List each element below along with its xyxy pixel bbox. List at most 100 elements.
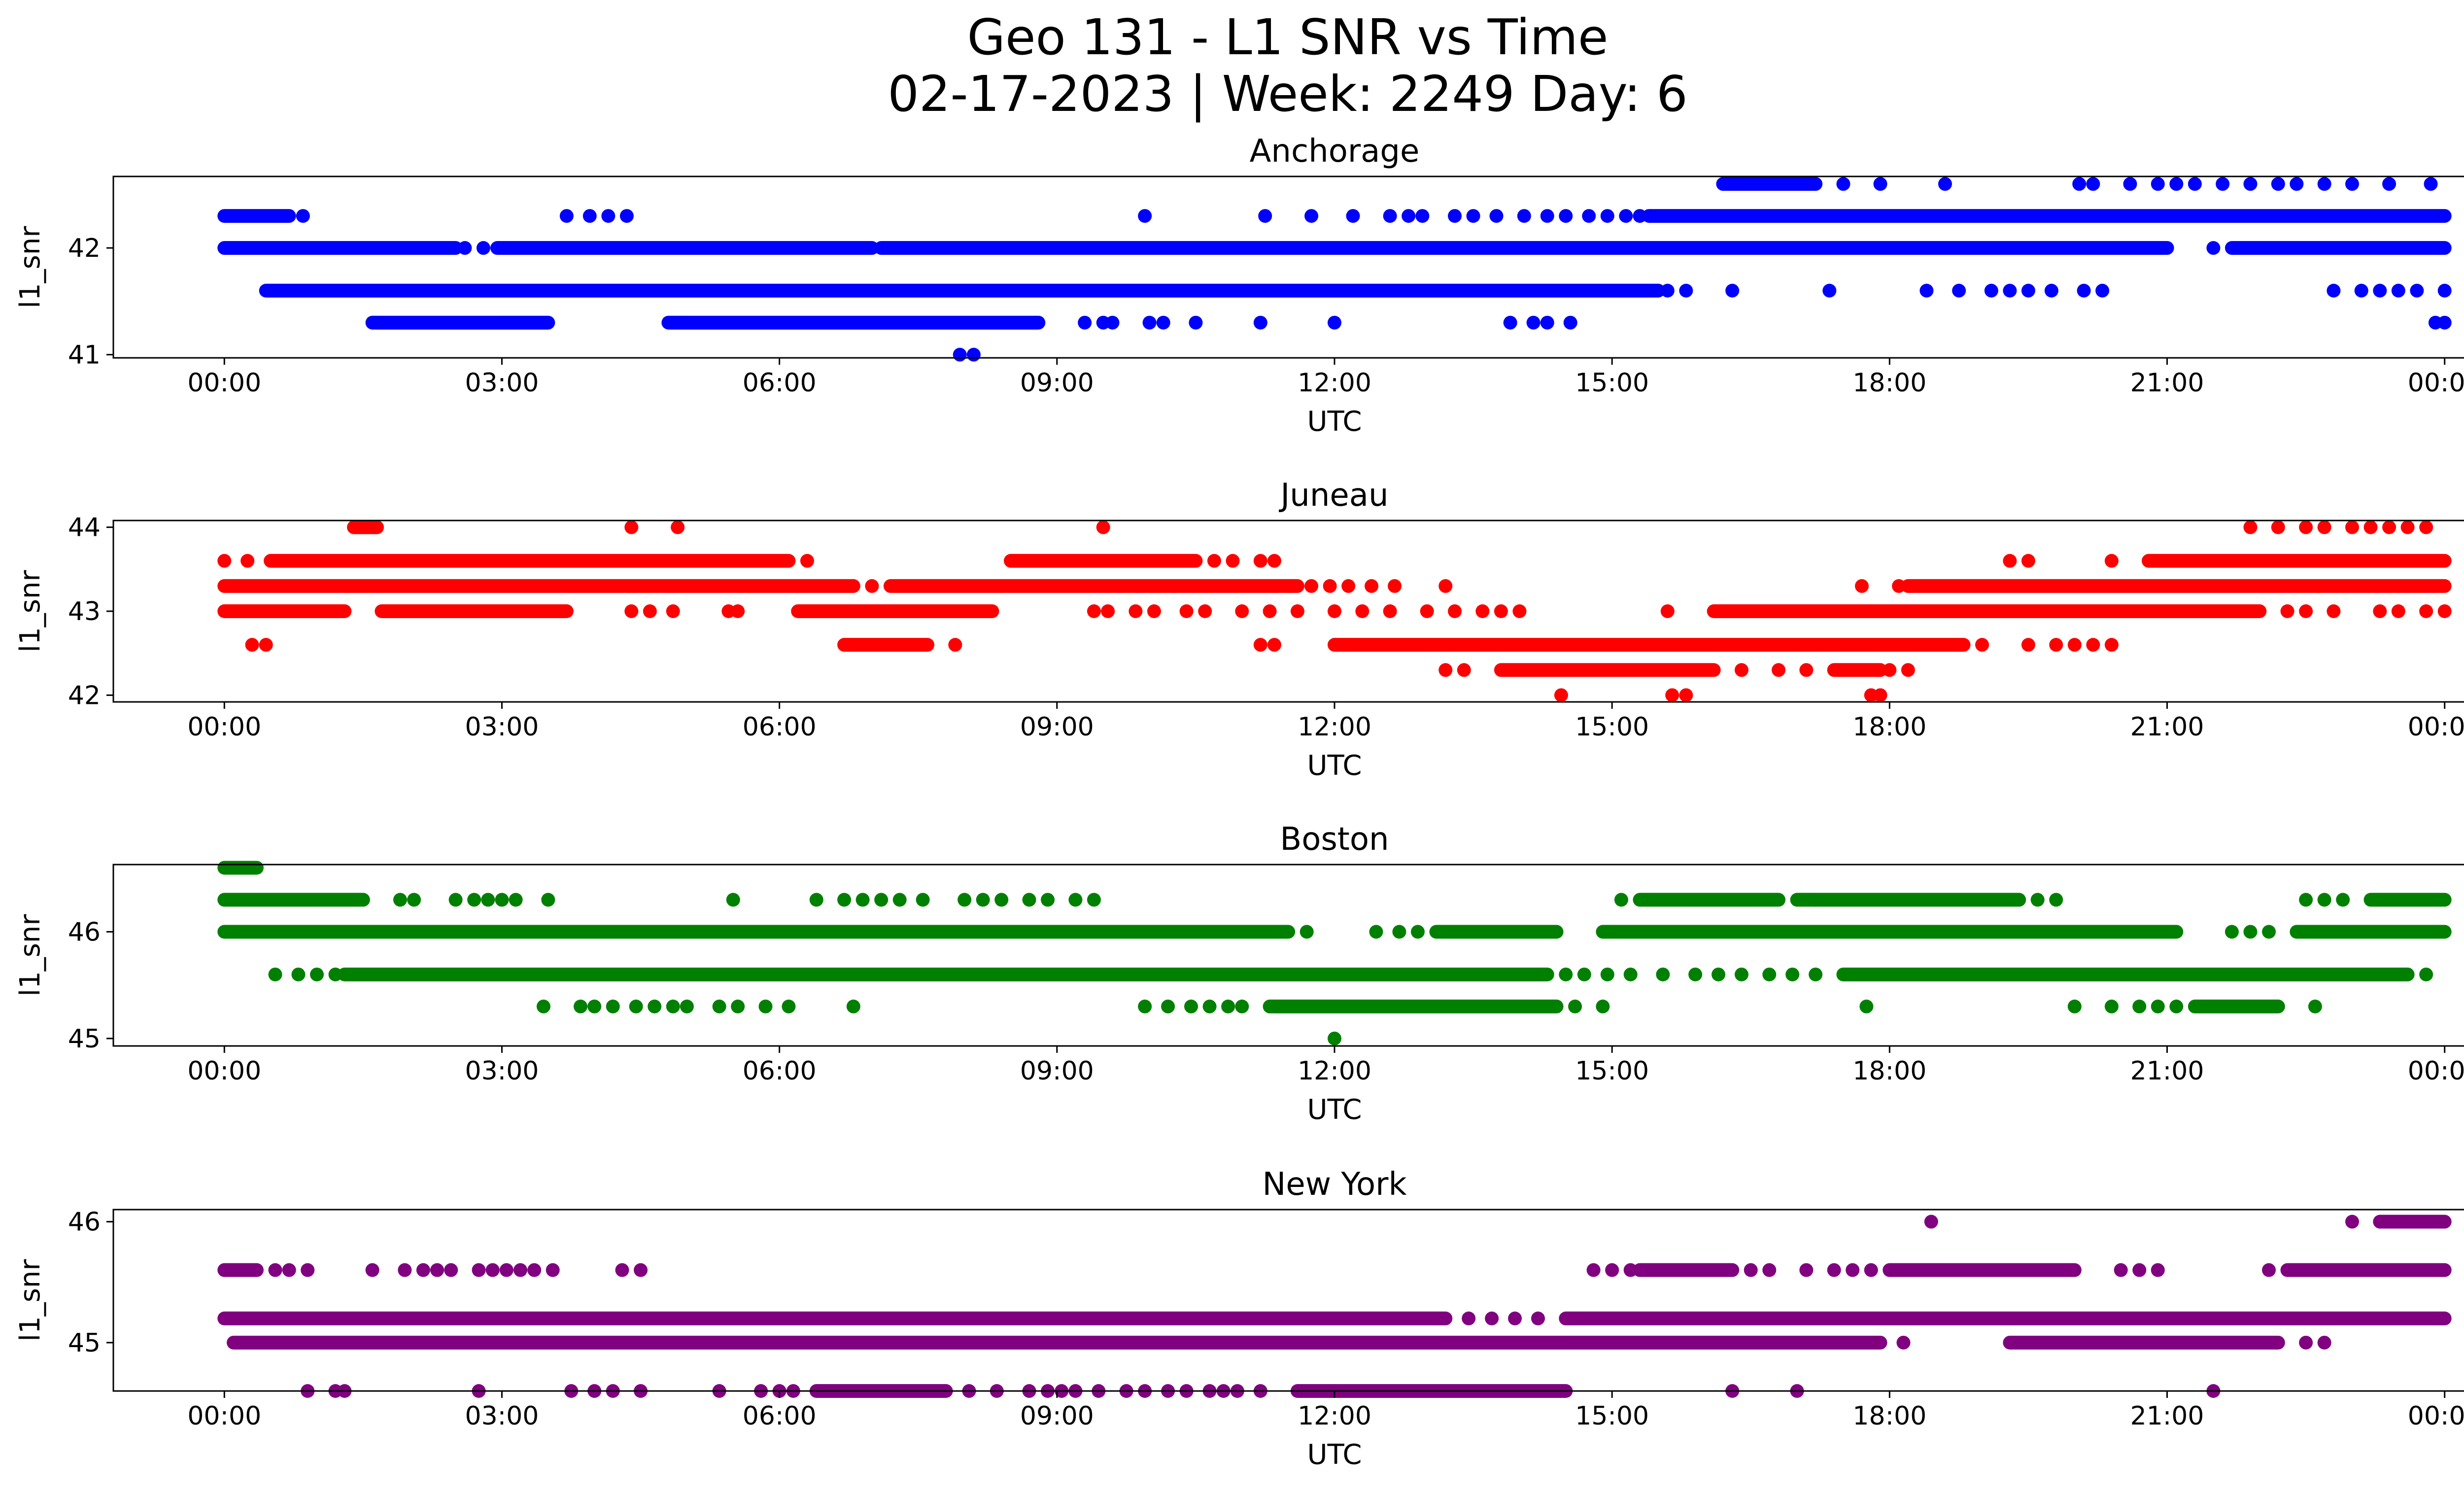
subplot-new-york: New York 00:00 03:00 06:00 09:00 12:00 15:00 18…	[14, 1166, 2464, 1471]
data-point	[1623, 967, 1638, 981]
data-point	[2077, 283, 2091, 298]
data-point	[2104, 638, 2119, 652]
data-point	[1531, 1311, 1545, 1325]
data-point	[541, 893, 555, 907]
data-point	[1559, 967, 1573, 981]
data-point	[2271, 177, 2285, 191]
data-point	[837, 893, 852, 907]
data-point	[666, 604, 680, 618]
data-point	[2086, 177, 2100, 191]
data-point	[1438, 579, 1453, 593]
data-point	[1300, 925, 1314, 939]
data-point	[527, 1263, 542, 1277]
data-point	[2345, 177, 2359, 191]
data-point	[1924, 1215, 1938, 1229]
x-tick-label: 21:00	[2130, 1401, 2204, 1431]
data-point	[2382, 177, 2396, 191]
data-point	[1896, 1335, 1911, 1350]
data-point	[1568, 999, 1582, 1013]
data-point	[1068, 893, 1083, 907]
data-point	[1041, 893, 1055, 907]
data-point	[2299, 1335, 2313, 1350]
y-tick-label: 45	[68, 1024, 101, 1054]
y-tick-label: 46	[68, 1208, 101, 1237]
data-point	[1328, 604, 1341, 618]
data-point-run	[217, 1311, 1453, 1325]
data-point	[2419, 604, 2433, 618]
data-point	[1873, 177, 1887, 191]
data-point	[2345, 520, 2359, 534]
data-point-run	[2363, 893, 2452, 907]
data-point-run	[217, 241, 463, 255]
data-point	[2003, 554, 2017, 568]
data-point	[1799, 663, 1814, 677]
data-point-run	[2373, 1215, 2452, 1229]
data-point-run	[1836, 967, 2415, 981]
x-tick-label: 06:00	[743, 368, 817, 398]
data-point	[1142, 315, 1157, 330]
data-point	[467, 893, 481, 907]
data-point	[892, 893, 907, 907]
data-point	[2382, 520, 2396, 534]
data-point	[1892, 579, 1906, 593]
y-tick-label: 43	[68, 597, 101, 626]
data-point	[1503, 315, 1517, 330]
subplot-anchorage: Anchorage 00:00 03:00 06:00 09:00 12:00 15:00 1…	[14, 133, 2464, 438]
data-point-run	[2224, 241, 2452, 255]
data-point	[856, 893, 870, 907]
data-point	[1600, 209, 1614, 223]
subplot-panels: Anchorage 00:00 03:00 06:00 09:00 12:00 15:00 1…	[14, 133, 2464, 1471]
data-point-run	[217, 579, 860, 593]
x-tick-label: 21:00	[2130, 368, 2204, 398]
data-point	[1156, 315, 1170, 330]
data-point	[1827, 1263, 1841, 1277]
data-point	[1253, 554, 1267, 568]
data-point	[1882, 663, 1897, 677]
subplot-title: Juneau	[1278, 477, 1388, 514]
data-point-run	[217, 209, 296, 223]
data-point	[624, 604, 639, 618]
x-tick-label: 09:00	[1020, 368, 1094, 398]
data-point	[2216, 177, 2230, 191]
data-point	[643, 604, 657, 618]
data-point	[291, 967, 306, 981]
data-point-run	[217, 893, 370, 907]
data-point	[601, 209, 616, 223]
data-point	[1138, 999, 1152, 1013]
data-point	[846, 999, 860, 1013]
data-point	[1892, 967, 1906, 981]
data-point	[1202, 999, 1217, 1013]
x-tick-label: 00:00	[187, 1056, 261, 1086]
data-point	[1267, 638, 1281, 652]
data-point	[2067, 638, 2082, 652]
data-point	[1369, 925, 1383, 939]
data-point	[2132, 1263, 2147, 1277]
data-point	[2243, 177, 2258, 191]
data-point	[2086, 638, 2100, 652]
data-point	[2363, 520, 2378, 534]
data-point	[1735, 967, 1748, 981]
y-tick-label: 45	[68, 1328, 101, 1358]
data-point	[634, 1263, 648, 1277]
x-tick-label: 12:00	[1298, 712, 1371, 742]
data-point	[268, 1263, 282, 1277]
data-point	[509, 893, 523, 907]
data-point	[1207, 554, 1221, 568]
data-point	[2030, 893, 2045, 907]
x-tick-label: 00:00	[2408, 1056, 2464, 1086]
data-point	[1859, 999, 1874, 1013]
data-point-run	[259, 283, 1666, 298]
x-tick-label: 03:00	[465, 712, 539, 742]
y-tick-label: 41	[68, 341, 101, 370]
data-point	[217, 554, 232, 568]
data-point-run	[338, 967, 1554, 981]
data-point	[2104, 999, 2119, 1013]
data-point-run	[2280, 1263, 2452, 1277]
data-point	[1660, 283, 1675, 298]
data-point	[1323, 579, 1337, 593]
data-point	[1221, 999, 1235, 1013]
figure-title-line2: 02-17-2023 | Week: 2249 Day: 6	[888, 65, 1687, 123]
data-point	[587, 999, 602, 1013]
subplot-title: New York	[1262, 1166, 1406, 1203]
data-point	[365, 1263, 379, 1277]
